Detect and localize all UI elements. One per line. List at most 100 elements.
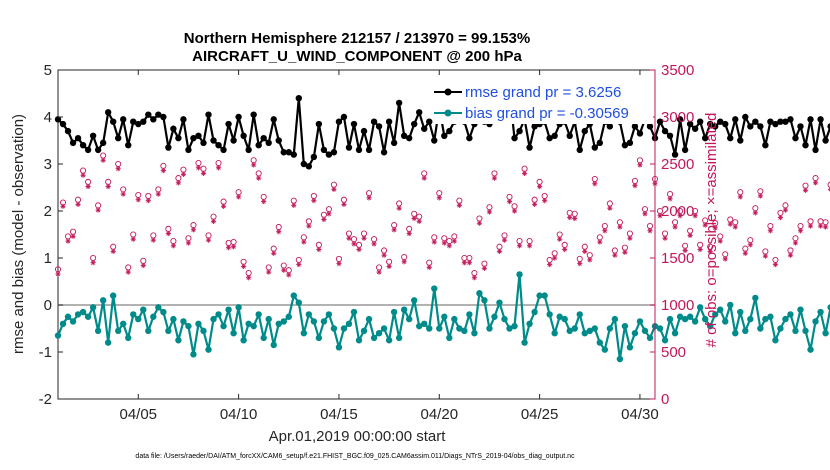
bias-point [466,311,473,318]
bias-point [375,330,383,337]
bias-point [64,313,72,320]
obs-assimilated-marker [667,196,673,202]
rmse-point [631,123,639,130]
bias-point [185,322,192,330]
rmse-point [706,120,714,128]
rmse-point [240,132,247,139]
rmse-point [772,120,779,128]
obs-assimilated-marker [692,213,698,219]
obs-assimilated-marker [286,272,292,278]
obs-assimilated-marker [817,223,824,229]
rmse-point [466,134,473,142]
obs-assimilated-marker [241,263,247,270]
obs-assimilated-marker [642,211,648,217]
bias-point [320,318,328,325]
bias-point [330,325,338,332]
rmse-point [385,118,393,125]
rmse-point [89,132,97,139]
bias-point [561,315,568,323]
bias-point [807,346,814,353]
obs-assimilated-marker [767,228,773,234]
rmse-point [446,127,453,135]
bias-point [104,339,112,346]
obs-assimilated-marker [612,252,618,258]
series-markers [54,87,830,363]
obs-assimilated-marker [230,244,237,250]
obs-assimilated-marker [145,198,151,204]
obs-assimilated-marker [456,202,462,208]
obs-assimilated-marker [607,205,613,211]
rmse-point [195,132,202,139]
obs-assimilated-marker [511,208,518,214]
obs-assimilated-marker [301,239,307,245]
rmse-point [546,134,553,142]
bias-point [717,306,724,313]
right-axis-label: # of obs: o=possible; ×=assimilated [703,113,720,348]
right-tick-label: 0 [661,391,669,408]
obs-assimilated-marker [537,183,543,190]
rmse-point [676,116,684,123]
bias-point [767,313,774,320]
rmse-point [355,146,363,154]
bias-point [817,308,824,316]
obs-assimilated-marker [506,199,513,205]
bias-point [120,320,127,327]
obs-assimilated-marker [276,229,282,235]
rmse-point [807,116,814,123]
obs-assimilated-marker [807,223,814,229]
bias-point [260,334,267,342]
obs-assimilated-marker [516,243,523,249]
rmse-point [426,118,433,125]
right-tick-label: 3500 [661,62,694,79]
obs-assimilated-marker [737,194,743,200]
obs-assimilated-marker [175,180,182,186]
x-tick-label: 04/30 [621,406,659,423]
rmse-point [69,139,77,147]
bias-point [456,325,463,332]
rmse-point [421,125,428,132]
obs-assimilated-marker [572,215,578,222]
obs-assimilated-marker [486,209,493,215]
rmse-point [59,120,67,128]
obs-assimilated-marker [236,194,242,200]
left-tick-label: 4 [44,109,52,126]
left-axis-ticks: -2 -1 0 1 2 3 4 5 [39,62,63,408]
obs-assimilated-marker [210,218,217,224]
bias-point [471,330,478,337]
obs-assimilated-marker [376,269,382,275]
rmse-point [365,146,373,154]
x-tick-label: 04/25 [521,406,559,423]
x-axis-label: Apr.01,2019 00:00:00 start [269,428,447,445]
bias-point [596,339,604,346]
bias-point [170,315,177,323]
bias-point [195,320,202,327]
left-tick-label: 3 [44,156,52,173]
obs-assimilated-marker [727,221,733,227]
obs-assimilated-marker [662,235,668,241]
obs-assimilated-marker [632,183,638,189]
obs-assimilated-marker [291,202,297,208]
bias-point [712,311,719,318]
bias-point [270,341,277,349]
bias-point [576,311,583,318]
bias-point [626,344,634,351]
obs-assimilated-marker [717,238,723,244]
obs-assimilated-marker [451,238,457,244]
rmse-point [185,146,192,154]
obs-assimilated-marker [542,198,548,204]
bias-point [205,346,212,353]
obs-assimilated-marker [75,201,81,208]
bias-point [79,308,87,316]
bias-point [802,327,809,335]
obs-assimilated-marker [411,215,417,222]
obs-assimilated-marker [190,227,197,233]
obs-assimilated-marker [351,241,357,247]
rmse-point [737,137,744,144]
left-tick-label: 1 [44,250,52,267]
rmse-point [405,134,413,142]
bias-point [426,325,433,332]
bias-point [646,334,654,342]
obs-assimilated-marker [722,256,728,262]
rmse-point [596,139,604,147]
